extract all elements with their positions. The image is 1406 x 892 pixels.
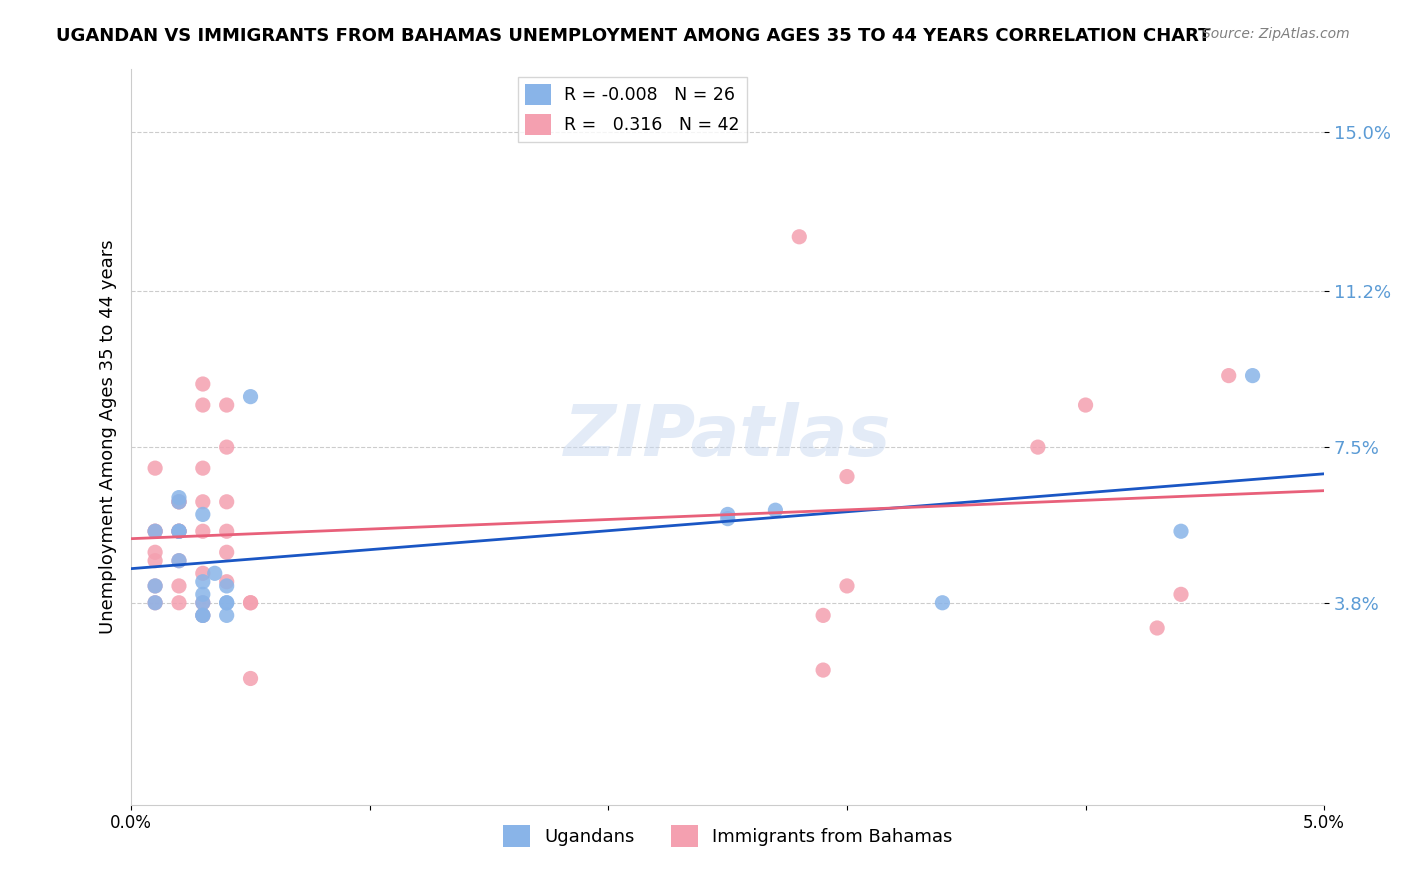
Y-axis label: Unemployment Among Ages 35 to 44 years: Unemployment Among Ages 35 to 44 years [100,239,117,634]
Point [811,608,834,623]
Point [167,596,190,610]
Point [143,524,166,539]
Point [811,663,834,677]
Point [191,377,214,392]
Point [143,524,166,539]
Point [191,608,214,623]
Point [191,608,214,623]
Point [215,574,238,589]
Point [167,579,190,593]
Point [167,524,190,539]
Point [191,596,214,610]
Point [167,495,190,509]
Point [1241,368,1264,383]
Point [191,587,214,601]
Text: UGANDAN VS IMMIGRANTS FROM BAHAMAS UNEMPLOYMENT AMONG AGES 35 TO 44 YEARS CORREL: UGANDAN VS IMMIGRANTS FROM BAHAMAS UNEMP… [56,27,1211,45]
Point [215,495,238,509]
Point [204,566,226,581]
Point [191,566,214,581]
Point [191,524,214,539]
Point [239,596,262,610]
Point [787,229,810,244]
Point [215,608,238,623]
Point [931,596,953,610]
Point [239,390,262,404]
Point [191,574,214,589]
Point [167,524,190,539]
Point [143,554,166,568]
Point [1170,524,1192,539]
Point [191,461,214,475]
Point [191,398,214,412]
Point [191,596,214,610]
Point [167,524,190,539]
Point [143,596,166,610]
Point [1170,587,1192,601]
Point [765,503,787,517]
Point [143,461,166,475]
Point [143,545,166,559]
Point [167,524,190,539]
Text: Source: ZipAtlas.com: Source: ZipAtlas.com [1202,27,1350,41]
Point [835,579,858,593]
Point [215,596,238,610]
Point [215,596,238,610]
Point [191,508,214,522]
Point [215,398,238,412]
Point [239,672,262,686]
Point [167,554,190,568]
Point [143,596,166,610]
Point [717,508,740,522]
Point [167,495,190,509]
Point [215,545,238,559]
Point [167,554,190,568]
Legend: R = -0.008   N = 26, R =   0.316   N = 42: R = -0.008 N = 26, R = 0.316 N = 42 [517,78,747,142]
Point [167,495,190,509]
Point [167,491,190,505]
Point [1146,621,1168,635]
Point [717,511,740,525]
Point [215,579,238,593]
Point [1026,440,1049,454]
Point [239,596,262,610]
Point [143,579,166,593]
Point [143,524,166,539]
Point [191,608,214,623]
Point [835,469,858,483]
Text: ZIPatlas: ZIPatlas [564,402,891,471]
Point [215,524,238,539]
Point [1074,398,1097,412]
Point [215,440,238,454]
Point [167,524,190,539]
Point [191,495,214,509]
Point [1218,368,1240,383]
Point [143,579,166,593]
